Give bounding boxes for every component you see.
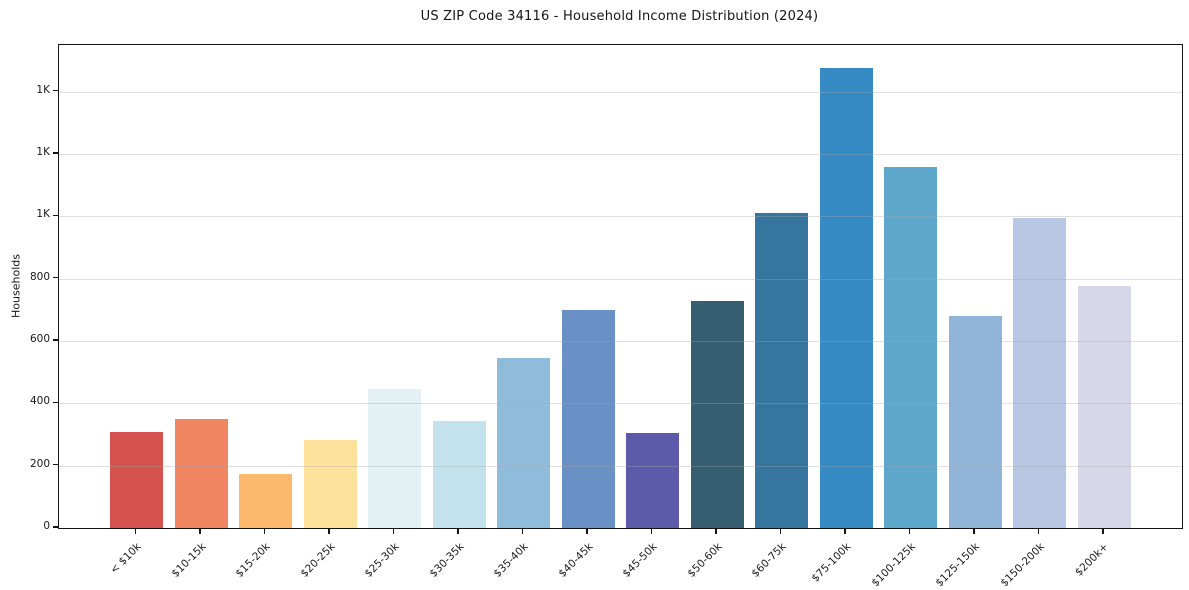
x-tick-label: $60-75k xyxy=(749,540,789,580)
bar xyxy=(948,315,1002,528)
gridline xyxy=(59,278,1182,280)
bar xyxy=(432,420,486,528)
gridline xyxy=(59,216,1182,218)
bar xyxy=(1013,217,1066,528)
gridline xyxy=(59,403,1182,405)
y-axis-label: Households xyxy=(9,254,23,318)
bar xyxy=(884,166,937,528)
x-tick-mark xyxy=(844,528,846,534)
x-tick-mark xyxy=(392,528,395,534)
bar xyxy=(1077,285,1131,528)
x-tick-label: $20-25k xyxy=(298,540,338,580)
y-tick-label: 1K xyxy=(36,83,50,96)
x-tick-mark xyxy=(521,528,524,534)
x-tick-label: $35-40k xyxy=(491,540,531,580)
x-tick-mark xyxy=(779,528,782,534)
y-tick-label: 200 xyxy=(29,457,50,470)
chart-title: US ZIP Code 34116 - Household Income Dis… xyxy=(420,9,819,24)
bar xyxy=(303,440,357,528)
x-tick-label: $45-50k xyxy=(620,540,660,580)
y-tick-mark xyxy=(53,90,58,92)
x-tick-label: $200k+ xyxy=(1073,540,1112,579)
y-tick-label: 400 xyxy=(29,395,50,408)
y-tick-mark xyxy=(53,152,58,154)
gridline xyxy=(59,341,1182,343)
bar xyxy=(626,433,679,528)
x-tick-label: $10-15k xyxy=(169,540,209,580)
y-tick-label: 0 xyxy=(43,520,50,532)
bar xyxy=(497,358,550,528)
y-tick-mark xyxy=(53,339,58,341)
x-tick-label: $30-35k xyxy=(427,540,467,580)
x-tick-mark xyxy=(908,528,911,534)
bar xyxy=(690,300,744,528)
y-tick-label: 1K xyxy=(36,146,50,159)
x-tick-label: $15-20k xyxy=(233,540,273,580)
y-tick-mark xyxy=(53,277,58,279)
bar xyxy=(239,473,292,528)
x-tick-mark xyxy=(1037,528,1040,534)
x-tick-mark xyxy=(1102,528,1104,534)
y-tick-mark xyxy=(53,214,58,217)
x-tick-mark xyxy=(586,528,588,534)
x-tick-label: $150-200k xyxy=(998,540,1047,590)
x-tick-label: < $10k xyxy=(108,540,144,577)
bar xyxy=(755,212,808,528)
bar xyxy=(174,418,228,528)
gridline xyxy=(59,91,1182,93)
y-tick-mark xyxy=(53,401,58,404)
gridline xyxy=(59,465,1182,467)
bar xyxy=(110,432,163,528)
x-tick-label: $25-30k xyxy=(362,540,402,580)
gridline xyxy=(59,154,1182,156)
x-tick-mark xyxy=(199,528,201,534)
x-tick-label: $100-125k xyxy=(869,540,918,590)
y-tick-mark xyxy=(53,463,58,466)
x-tick-mark xyxy=(457,528,459,534)
y-tick-label: 1K xyxy=(36,208,50,221)
x-tick-label: $125-150k xyxy=(933,540,983,590)
y-tick-mark xyxy=(53,526,58,528)
x-tick-mark xyxy=(134,528,137,534)
y-tick-label: 600 xyxy=(29,333,50,346)
y-tick-label: 800 xyxy=(29,270,50,283)
x-tick-label: $50-60k xyxy=(685,540,725,580)
x-tick-mark xyxy=(650,528,653,534)
x-tick-label: $40-45k xyxy=(556,540,596,580)
x-tick-mark xyxy=(263,528,266,534)
bar xyxy=(819,68,873,528)
x-tick-mark xyxy=(973,528,975,534)
bar xyxy=(368,389,421,528)
plot-area xyxy=(58,44,1183,529)
x-tick-mark xyxy=(328,528,330,534)
x-tick-mark xyxy=(715,528,717,534)
bar xyxy=(561,309,615,528)
x-tick-label: $75-100k xyxy=(809,540,854,585)
